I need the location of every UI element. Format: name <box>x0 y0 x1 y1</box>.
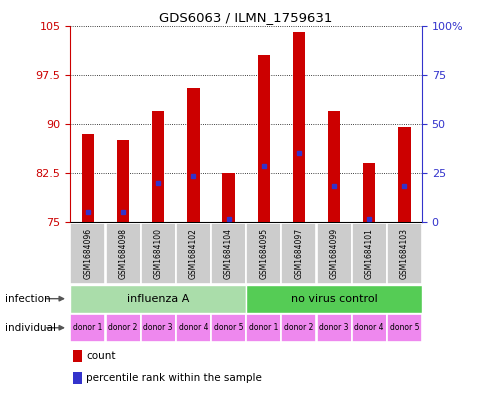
Bar <box>386 314 421 342</box>
Bar <box>117 140 129 222</box>
Text: GSM1684103: GSM1684103 <box>399 228 408 279</box>
Text: GSM1684098: GSM1684098 <box>118 228 127 279</box>
Bar <box>281 314 316 342</box>
Bar <box>187 88 199 222</box>
Text: donor 4: donor 4 <box>354 323 383 332</box>
Bar <box>70 223 105 284</box>
Text: GSM1684101: GSM1684101 <box>364 228 373 279</box>
Bar <box>106 223 140 284</box>
Text: GSM1684099: GSM1684099 <box>329 228 338 279</box>
Text: GSM1684096: GSM1684096 <box>83 228 92 279</box>
Text: infection: infection <box>5 294 50 304</box>
Bar <box>351 223 386 284</box>
Bar <box>292 32 304 222</box>
Bar <box>246 314 281 342</box>
Bar <box>70 314 105 342</box>
Text: individual: individual <box>5 323 56 333</box>
Text: donor 3: donor 3 <box>318 323 348 332</box>
Text: GSM1684104: GSM1684104 <box>224 228 233 279</box>
Text: donor 2: donor 2 <box>108 323 137 332</box>
Text: GSM1684100: GSM1684100 <box>153 228 163 279</box>
Bar <box>363 163 375 222</box>
Text: no virus control: no virus control <box>290 294 377 304</box>
Bar <box>140 223 175 284</box>
Bar <box>73 350 82 362</box>
Title: GDS6063 / ILMN_1759631: GDS6063 / ILMN_1759631 <box>159 11 332 24</box>
Text: donor 1: donor 1 <box>248 323 278 332</box>
Bar <box>281 223 316 284</box>
Bar <box>106 314 140 342</box>
Text: donor 2: donor 2 <box>284 323 313 332</box>
Text: percentile rank within the sample: percentile rank within the sample <box>86 373 262 383</box>
Bar <box>316 223 351 284</box>
Bar <box>140 314 175 342</box>
Bar <box>246 223 281 284</box>
Text: donor 4: donor 4 <box>178 323 208 332</box>
Text: donor 1: donor 1 <box>73 323 103 332</box>
Text: donor 3: donor 3 <box>143 323 173 332</box>
Bar <box>152 111 164 222</box>
Text: count: count <box>86 351 116 361</box>
Bar <box>245 285 421 313</box>
Bar <box>211 314 245 342</box>
Bar <box>386 223 421 284</box>
Bar <box>176 223 211 284</box>
Text: GSM1684102: GSM1684102 <box>188 228 197 279</box>
Bar <box>82 134 94 222</box>
Bar <box>70 285 245 313</box>
Text: GSM1684097: GSM1684097 <box>294 228 303 279</box>
Bar <box>211 223 245 284</box>
Text: GSM1684095: GSM1684095 <box>258 228 268 279</box>
Bar <box>316 314 351 342</box>
Bar <box>327 111 339 222</box>
Bar <box>222 173 234 222</box>
Bar <box>73 371 82 384</box>
Bar <box>351 314 386 342</box>
Bar <box>397 127 409 222</box>
Text: influenza A: influenza A <box>127 294 189 304</box>
Text: donor 5: donor 5 <box>389 323 418 332</box>
Bar <box>257 55 269 222</box>
Text: donor 5: donor 5 <box>213 323 243 332</box>
Bar <box>176 314 211 342</box>
